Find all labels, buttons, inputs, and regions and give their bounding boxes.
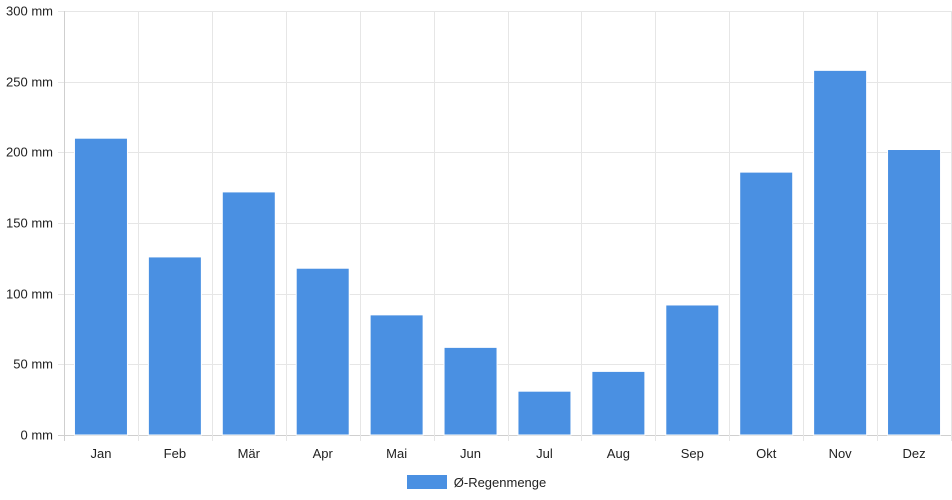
bar-apr[interactable] [295,267,350,436]
chart-grid [58,11,952,441]
x-tick-label: Jan [90,446,111,461]
x-tick-label: Dez [902,446,925,461]
bar-aug[interactable] [591,370,646,436]
bar-series [73,69,942,436]
x-tick-label: Mär [238,446,261,461]
bar-jan[interactable] [73,137,128,436]
legend-swatch [405,474,448,490]
x-tick-label: Apr [313,446,334,461]
y-tick-label: 200 mm [6,145,53,160]
y-tick-label: 0 mm [21,428,54,443]
bar-sep[interactable] [665,304,720,436]
bar-jul[interactable] [517,390,572,436]
x-tick-label: Jun [460,446,481,461]
y-tick-label: 300 mm [6,4,53,19]
bar-jun[interactable] [443,346,498,436]
y-tick-label: 50 mm [13,357,53,372]
x-tick-label: Okt [756,446,777,461]
bar-okt[interactable] [739,171,794,436]
y-tick-label: 250 mm [6,75,53,90]
bar-feb[interactable] [147,256,202,436]
bar-mai[interactable] [369,314,424,436]
x-tick-label: Feb [164,446,186,461]
bar-dez[interactable] [887,149,942,436]
legend-label: Ø-Regenmenge [453,474,547,490]
y-tick-label: 100 mm [6,287,53,302]
y-tick-label: 150 mm [6,216,53,231]
legend-item-rainfall[interactable]: Ø-Regenmenge [405,474,547,490]
bar-mär[interactable] [221,191,276,436]
x-tick-label: Aug [607,446,630,461]
x-axis-ticks: Jan Feb Mär Apr Mai Jun Jul Aug Sep Okt Nov Dez [90,446,925,461]
chart-legend: Ø-Regenmenge [0,470,952,494]
bar-nov[interactable] [813,69,868,436]
x-tick-label: Sep [681,446,704,461]
x-tick-label: Jul [536,446,553,461]
x-tick-label: Mai [386,446,407,461]
y-axis-ticks: 0 mm 50 mm 100 mm 150 mm 200 mm 250 mm 300 mm [6,4,53,443]
x-tick-label: Nov [829,446,853,461]
